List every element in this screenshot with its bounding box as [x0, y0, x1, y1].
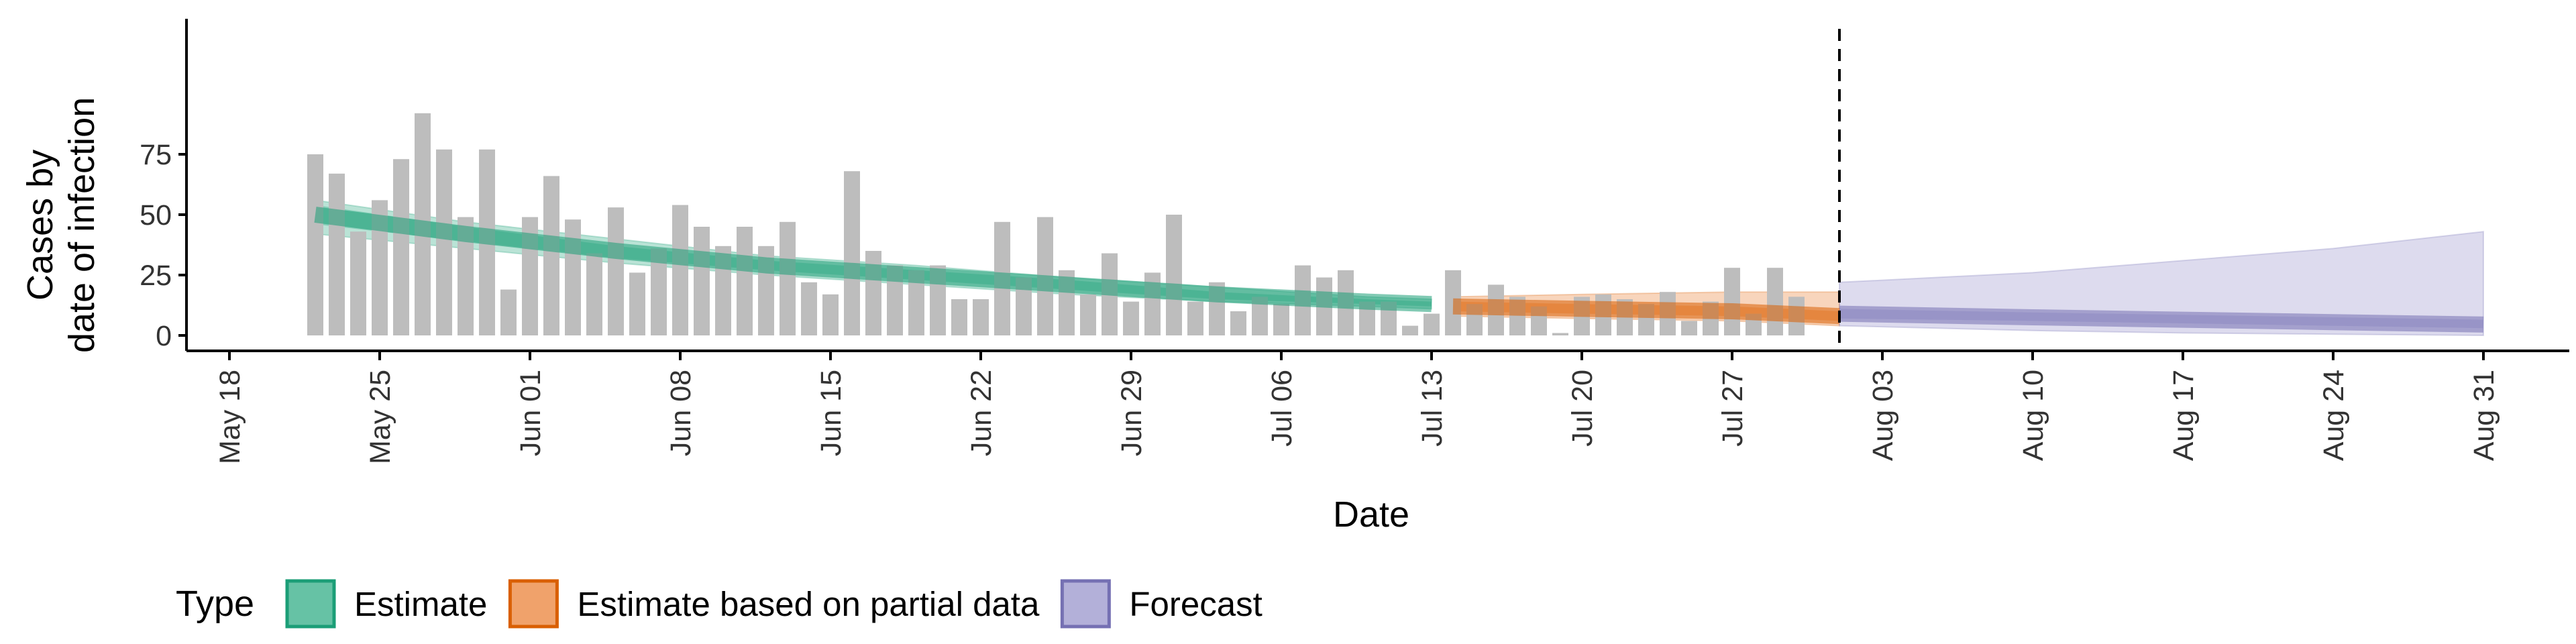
reported-case-bar — [329, 173, 345, 335]
forecast-legend-label: Forecast — [1129, 585, 1262, 623]
y-axis-title-line-1: Cases by — [20, 150, 60, 301]
x-tick-label: Jun 29 — [1116, 370, 1148, 456]
reported-case-bar — [350, 231, 366, 335]
y-tick-label: 0 — [156, 320, 172, 352]
y-tick-label: 25 — [140, 260, 172, 292]
y-axis-title: Cases by date of infection — [20, 97, 102, 353]
reported-case-bar — [1166, 215, 1182, 335]
x-tick-label: Jun 22 — [965, 370, 998, 456]
reported-case-bar — [1681, 321, 1697, 335]
x-axis-title: Date — [1333, 494, 1409, 535]
x-tick-label: May 18 — [214, 370, 246, 464]
estimate-based-on-partial-data-legend-label: Estimate based on partial data — [577, 585, 1040, 623]
estimate-based-on-partial-data-median-line — [1452, 298, 1840, 325]
reported-case-bar — [1230, 311, 1246, 335]
reported-case-bar — [865, 251, 881, 335]
reported-case-bar — [844, 171, 860, 335]
estimate-based-on-partial-data-legend-swatch — [508, 579, 559, 629]
reported-case-bar — [608, 207, 624, 335]
reported-case-bar — [1724, 268, 1740, 335]
reported-case-bar — [565, 219, 581, 335]
reported-case-bar — [1123, 301, 1139, 335]
reported-case-bar — [822, 294, 839, 335]
x-tick-label: Jun 15 — [815, 370, 847, 456]
reported-case-bar — [500, 289, 517, 335]
reported-case-bar — [951, 299, 967, 335]
x-tick-label: Jul 20 — [1566, 370, 1599, 447]
reported-case-bar — [1402, 325, 1418, 335]
forecast-legend-swatch — [1060, 579, 1111, 629]
x-tick-label: Aug 17 — [2167, 370, 2200, 461]
x-tick-label: Jul 06 — [1266, 370, 1298, 447]
x-tick-label: Jul 27 — [1717, 370, 1749, 447]
reported-case-bar — [672, 205, 688, 335]
reported-case-bar — [973, 299, 989, 335]
legend: Type Estimate Estimate based on partial d… — [176, 579, 1263, 629]
x-tick-label: Aug 03 — [1867, 370, 1899, 461]
legend-title: Type — [176, 584, 254, 624]
reported-case-bar — [801, 282, 817, 335]
x-tick-label: May 25 — [364, 370, 396, 464]
x-tick-label: Aug 31 — [2468, 370, 2500, 461]
estimate-legend-label: Estimate — [354, 585, 487, 623]
y-tick-label: 50 — [140, 199, 172, 231]
reported-case-bar — [780, 221, 796, 335]
estimate-legend-swatch — [285, 579, 336, 629]
reported-case-bar — [436, 149, 452, 336]
reported-case-bar — [1767, 268, 1783, 335]
reported-case-bar — [1080, 294, 1096, 335]
reported-case-bar — [737, 227, 753, 335]
reported-case-bar — [1552, 333, 1568, 335]
x-tick-label: Aug 10 — [2017, 370, 2049, 461]
reported-case-bar — [1187, 301, 1203, 335]
reported-case-bar — [1273, 304, 1289, 335]
median-layer — [314, 207, 2484, 333]
x-tick-label: Jun 08 — [665, 370, 697, 456]
reported-case-bar — [307, 154, 323, 335]
y-axis-title-line-2: date of infection — [62, 97, 102, 353]
y-tick-label: 75 — [140, 139, 172, 171]
x-tick-label: Aug 24 — [2318, 370, 2350, 461]
reported-case-bar — [1424, 313, 1440, 335]
reported-case-bar — [586, 253, 602, 335]
bar-layer — [307, 113, 1805, 336]
reported-case-bar — [694, 227, 710, 335]
reported-case-bar — [543, 176, 559, 335]
x-tick-label: Jun 01 — [515, 370, 547, 456]
reported-case-bar — [629, 272, 645, 335]
x-ticks: May 18 May 25 Jun 01 Jun 08 Jun 15 Jun 22 Jun … — [214, 351, 2500, 464]
y-ticks: 0 25 50 75 — [140, 139, 186, 352]
estimate-median-line — [314, 207, 1432, 313]
x-tick-label: Jul 13 — [1416, 370, 1448, 447]
forecast-median-line — [1839, 305, 2484, 333]
axes: 0 25 50 75 May 18 May 25 Jun 01 Jun 08 Jun 15 Ju… — [140, 19, 2569, 464]
reported-case-bar — [393, 159, 409, 335]
